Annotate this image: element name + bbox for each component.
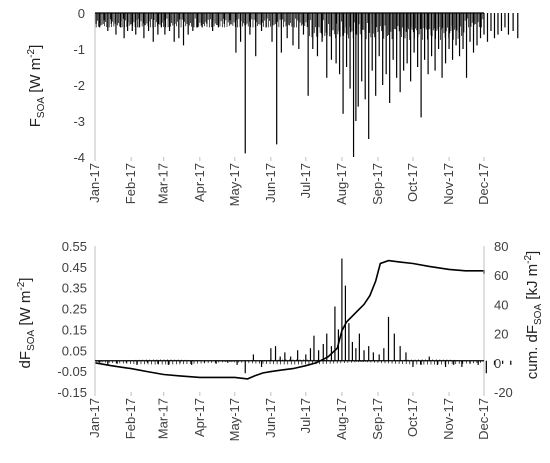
top-x-tick-label: Oct-17 xyxy=(405,163,420,202)
top-x-tick-label: Mar-17 xyxy=(156,163,171,204)
bottom-left-y-tick-label: 0.25 xyxy=(62,302,87,317)
top-x-tick-label: May-17 xyxy=(227,163,242,206)
bottom-right-y-tick-label: -20 xyxy=(494,385,513,400)
bottom-right-y-tick-labels: 80 60 40 20 0 -20 xyxy=(494,239,513,400)
top-y-tick-label: 0 xyxy=(78,6,85,21)
bottom-x-tick-label: Feb-17 xyxy=(123,398,138,439)
bottom-bars xyxy=(94,258,512,374)
bottom-x-tick-label: Apr-17 xyxy=(192,398,207,437)
top-x-tick-label: Dec-17 xyxy=(476,163,491,205)
bottom-x-tick-label: Dec-17 xyxy=(476,398,491,440)
top-x-tick-label: Jul-17 xyxy=(298,163,313,198)
top-y-tick-label: -3 xyxy=(73,114,85,129)
top-x-tick-label: Jun-17 xyxy=(263,163,278,203)
bottom-left-y-tick-label: 0.55 xyxy=(62,239,87,254)
bottom-x-tick-label: Oct-17 xyxy=(405,398,420,437)
bottom-right-y-tick-label: 60 xyxy=(494,268,508,283)
top-axes xyxy=(94,12,484,157)
bottom-x-tick-labels: Jan-17 Feb-17 Mar-17 Apr-17 May-17 Jun-17 Jul-… xyxy=(87,392,491,441)
bottom-x-tick-label: Jan-17 xyxy=(87,398,102,438)
top-bars xyxy=(94,13,519,157)
bottom-left-y-axis-label: dFSOA [W m-2] xyxy=(16,278,37,369)
top-x-tick-label: Feb-17 xyxy=(123,163,138,204)
bottom-left-y-tick-label: 0.15 xyxy=(62,322,87,337)
bottom-x-tick-label: Jun-17 xyxy=(263,398,278,438)
bottom-chart: 0.55 0.45 0.35 0.25 0.15 0.05 -0.05 -0.15 80 60 4… xyxy=(16,239,544,441)
top-y-axis-label: FSOA [W m-2] xyxy=(26,45,47,128)
bottom-left-y-tick-label: -0.15 xyxy=(57,385,87,400)
top-y-tick-label: -4 xyxy=(73,150,85,165)
top-x-tick-labels: Jan-17 Feb-17 Mar-17 Apr-17 May-17 Jun-17 Jul-… xyxy=(87,157,491,206)
bottom-right-y-tick-label: 40 xyxy=(494,297,508,312)
bottom-right-y-tick-label: 0 xyxy=(494,356,501,371)
top-x-tick-label: Apr-17 xyxy=(192,163,207,202)
top-x-tick-label: Nov-17 xyxy=(441,163,456,205)
bottom-right-y-tick-label: 80 xyxy=(494,239,508,254)
bottom-x-tick-label: Mar-17 xyxy=(156,398,171,439)
bottom-left-y-tick-label: -0.05 xyxy=(57,364,87,379)
top-x-tick-label: Sep-17 xyxy=(370,163,385,205)
bottom-left-y-tick-labels: 0.55 0.45 0.35 0.25 0.15 0.05 -0.05 -0.15 xyxy=(57,239,87,400)
top-x-tick-label: Jan-17 xyxy=(87,163,102,203)
bottom-left-y-tick-label: 0.35 xyxy=(62,281,87,296)
bottom-right-y-tick-label: 20 xyxy=(494,327,508,342)
bottom-x-tick-label: Aug-17 xyxy=(334,398,349,440)
top-chart: 0 -1 -2 -3 -4 Jan-17 Feb-17 Mar-17 Apr-17 May-17… xyxy=(26,6,519,206)
top-x-tick-label: Aug-17 xyxy=(334,163,349,205)
bottom-axes xyxy=(94,246,485,392)
top-y-tick-label: -1 xyxy=(73,42,85,57)
bottom-left-y-tick-label: 0.45 xyxy=(62,260,87,275)
bottom-x-tick-label: Sep-17 xyxy=(370,398,385,440)
bottom-x-tick-label: Nov-17 xyxy=(441,398,456,440)
top-y-tick-label: -2 xyxy=(73,78,85,93)
bottom-right-y-axis-label: cum. dFSOA [kJ m-2] xyxy=(523,251,544,379)
bottom-left-y-tick-label: 0.05 xyxy=(62,343,87,358)
bottom-x-tick-label: May-17 xyxy=(227,398,242,441)
bottom-x-tick-label: Jul-17 xyxy=(298,398,313,433)
top-y-tick-labels: 0 -1 -2 -3 -4 xyxy=(73,6,85,165)
cumulative-line xyxy=(94,259,485,380)
